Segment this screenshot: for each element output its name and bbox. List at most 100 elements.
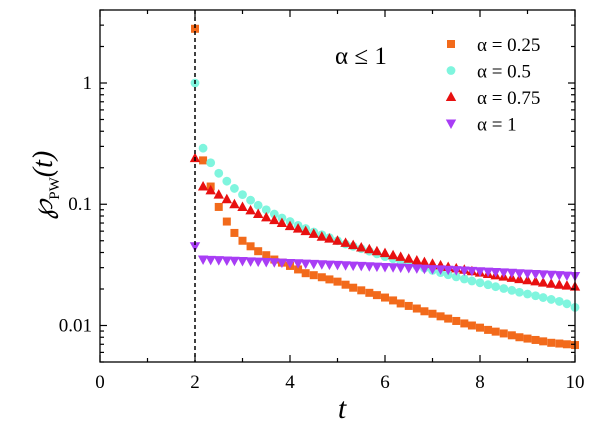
data-point-series-2 (451, 272, 461, 282)
data-point-series-1 (199, 156, 208, 165)
data-point-series-3 (364, 243, 375, 254)
data-point-series-4 (403, 264, 414, 274)
data-point-series-1 (507, 331, 516, 340)
data-point-series-4 (292, 259, 304, 269)
data-point-series-2 (222, 176, 232, 186)
data-point-series-4 (459, 266, 470, 277)
data-point-series-4 (514, 269, 525, 279)
legend: α = 0.25 α = 0.5 α = 0.75 α = 1 (445, 35, 540, 136)
x-tick-label: 6 (380, 372, 390, 393)
data-point-series-2 (238, 190, 247, 200)
data-point-series-4 (364, 262, 375, 272)
data-point-series-3 (308, 228, 319, 238)
annotation-alpha-condition: α ≤ 1 (335, 43, 387, 70)
data-point-series-3 (371, 245, 383, 256)
y-axis-symbol: ℘ (28, 198, 59, 219)
data-point-series-2 (475, 278, 485, 288)
data-point-series-1 (436, 312, 445, 321)
data-point-series-1 (484, 325, 493, 334)
svg-text:℘PW(t): ℘PW(t) (28, 151, 63, 219)
data-point-series-1 (491, 327, 500, 336)
data-point-series-4 (442, 265, 454, 276)
data-point-series-3 (340, 237, 351, 247)
data-point-series-1 (262, 251, 271, 260)
data-point-series-1 (499, 329, 508, 338)
data-point-series-1 (476, 323, 484, 332)
data-point-series-4 (451, 266, 462, 276)
data-point-series-4 (308, 259, 319, 270)
data-point-series-4 (332, 260, 343, 271)
data-point-series-4 (269, 258, 280, 268)
data-point-series-2 (246, 195, 255, 205)
data-point-series-3 (300, 225, 311, 236)
legend-label-4: α = 1 (477, 115, 517, 136)
data-point-series-4 (347, 261, 359, 272)
y-tick-label: 0.01 (59, 316, 92, 337)
data-point-series-3 (316, 231, 328, 241)
y-axis-argument: (t) (28, 151, 59, 177)
data-point-series-4 (506, 268, 518, 279)
data-point-series-4 (561, 271, 573, 282)
legend-marker-2 (446, 66, 456, 75)
data-point-series-1 (317, 273, 326, 282)
x-axis-title: t (338, 392, 347, 425)
data-point-series-1 (214, 202, 223, 211)
data-point-series-3 (387, 249, 399, 260)
data-point-series-4 (284, 258, 296, 269)
data-point-series-3 (530, 275, 541, 286)
data-point-series-4 (387, 263, 399, 273)
data-point-series-3 (522, 274, 533, 285)
data-point-series-3 (213, 189, 224, 199)
data-point-series-2 (206, 158, 216, 168)
data-point-series-3 (284, 220, 296, 231)
y-axis-title: ℘PW(t) (28, 151, 63, 219)
data-point-series-2 (269, 209, 279, 219)
data-point-series-1 (562, 340, 571, 349)
data-point-series-1 (539, 337, 548, 346)
data-point-series-3 (237, 201, 248, 211)
legend-marker-4 (445, 119, 457, 129)
data-point-series-1 (349, 283, 358, 292)
data-point-series-1 (230, 228, 239, 237)
data-point-series-1 (547, 338, 556, 347)
data-point-series-1 (467, 321, 476, 330)
data-point-series-3 (347, 239, 359, 250)
data-point-series-2 (467, 276, 477, 286)
data-point-series-3 (252, 208, 264, 219)
data-point-series-2 (538, 293, 548, 302)
data-point-series-1 (404, 301, 413, 310)
data-point-series-3 (261, 211, 272, 222)
legend-label-1: α = 0.25 (477, 35, 540, 56)
data-point-series-4 (189, 242, 201, 252)
data-point-series-2 (515, 287, 524, 297)
data-point-series-4 (300, 259, 311, 270)
data-point-series-2 (507, 285, 517, 295)
data-markers (189, 24, 581, 350)
data-point-series-3 (411, 254, 423, 265)
data-point-series-2 (230, 184, 239, 193)
data-point-series-3 (379, 247, 391, 258)
data-point-series-3 (332, 235, 343, 245)
legend-marker-1 (447, 40, 455, 48)
data-point-series-1 (531, 335, 540, 344)
data-point-series-1 (381, 293, 389, 302)
data-point-series-4 (276, 258, 288, 269)
data-point-series-1 (365, 288, 374, 297)
data-point-series-3 (395, 251, 406, 261)
data-point-series-4 (411, 264, 423, 274)
data-point-series-4 (252, 257, 264, 268)
x-tick-label: 4 (285, 372, 295, 393)
data-point-series-4 (237, 257, 248, 267)
data-point-series-1 (246, 242, 255, 251)
data-point-series-2 (531, 291, 540, 301)
data-point-series-4 (498, 268, 509, 278)
data-point-series-3 (205, 184, 216, 195)
data-point-series-1 (420, 307, 429, 316)
data-point-series-2 (554, 297, 564, 306)
data-point-series-1 (191, 24, 199, 33)
data-point-series-2 (198, 143, 208, 153)
data-point-series-4 (340, 261, 351, 271)
data-point-series-2 (214, 168, 224, 178)
data-point-series-1 (294, 265, 303, 274)
